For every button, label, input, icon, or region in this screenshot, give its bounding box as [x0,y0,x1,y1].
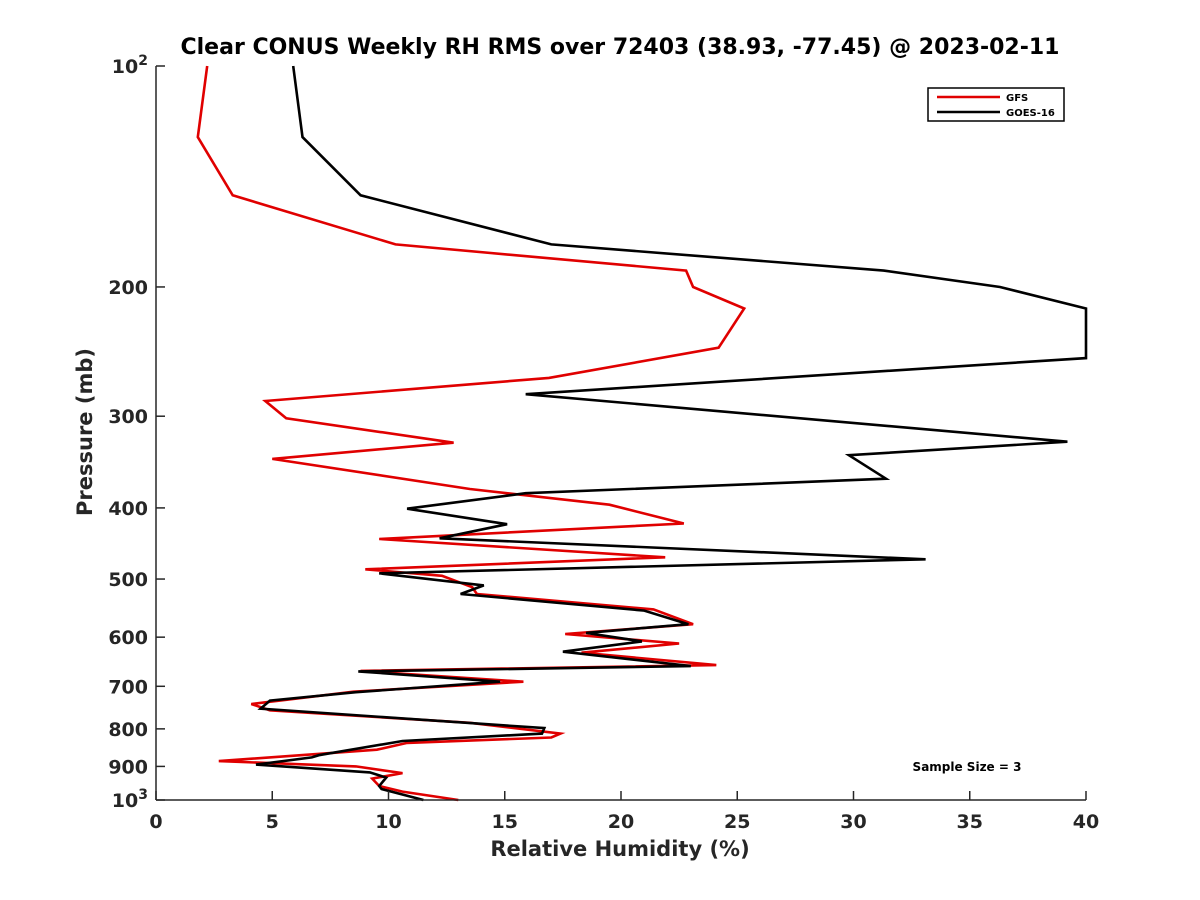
x-tick-label: 40 [1073,811,1099,833]
y-tick-label: 600 [108,627,148,649]
chart-title: Clear CONUS Weekly RH RMS over 72403 (38… [181,35,1060,60]
sample-size-annotation: Sample Size = 3 [913,760,1022,774]
y-tick-label: 103 [112,787,148,812]
y-tick-label: 900 [108,756,148,778]
y-tick-label: 300 [108,406,148,428]
y-tick-label: 500 [108,569,148,591]
series-line-goes-16 [255,65,1088,802]
x-tick-label: 25 [724,811,750,833]
legend-box [927,87,1065,122]
x-tick-label: 35 [957,811,983,833]
legend-label-goes-16: GOES-16 [1006,108,1055,119]
series-line-gfs [196,65,747,802]
plot-area: 0 5 10 15 20 25 30 35 40 102 200 300 400 500 600 700 800… [108,53,1099,833]
y-tick-label: 800 [108,719,148,741]
series-layer [196,65,1088,802]
axes-layer: 0 5 10 15 20 25 30 35 40 102 200 300 400 500 600 700 800… [108,53,1099,833]
y-tick-label: 700 [108,676,148,698]
x-axis-label: Relative Humidity (%) [490,837,749,861]
y-axis-label: Pressure (mb) [73,348,97,516]
x-tick-label: 20 [608,811,634,833]
x-tick-label: 5 [266,811,279,833]
x-tick-label: 15 [492,811,518,833]
x-tick-label: 0 [149,811,162,833]
y-tick-label: 102 [112,53,148,78]
y-tick-label: 400 [108,498,148,520]
y-tick-label: 200 [108,277,148,299]
legend: GFS GOES-16 [927,87,1065,122]
x-tick-label: 30 [840,811,866,833]
legend-label-gfs: GFS [1006,93,1028,104]
x-tick-label: 10 [375,811,401,833]
